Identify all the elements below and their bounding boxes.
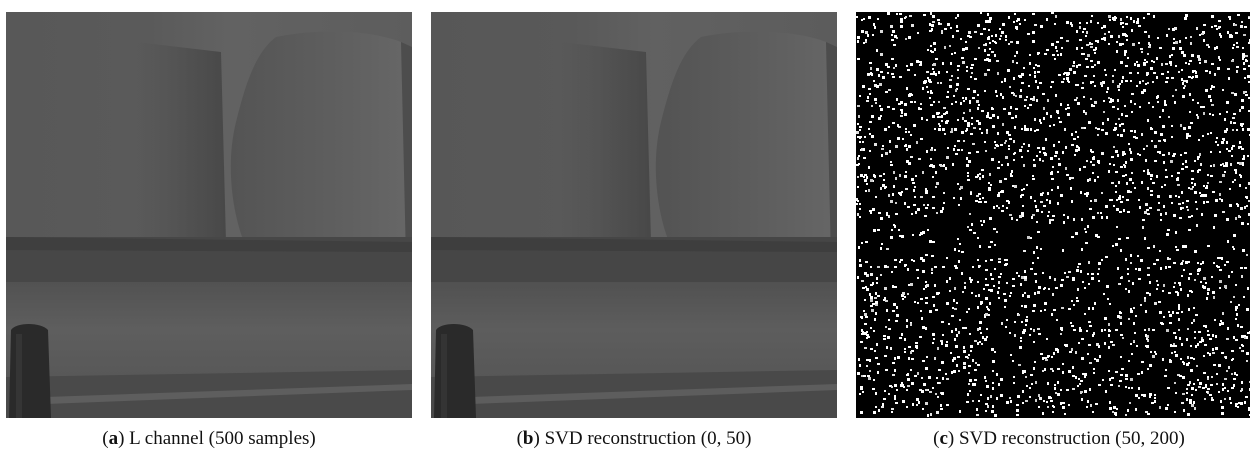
- floor-highlight: [471, 384, 837, 404]
- caption-a: (a) L channel (500 samples): [102, 428, 316, 449]
- floor-highlight: [46, 384, 412, 404]
- noise-dots: [856, 12, 1250, 417]
- sofa-crease: [6, 237, 412, 252]
- caption-a-letter: a: [108, 428, 119, 449]
- caption-b-letter: b: [522, 428, 534, 449]
- caption-a-text: L channel (500 samples): [129, 428, 316, 449]
- caption-b-text: SVD reconstruction (0, 50): [544, 428, 752, 449]
- cushion-shadow: [136, 42, 226, 242]
- svd-reconstruction-50-200-noise: [856, 12, 1250, 418]
- vase: [9, 324, 51, 418]
- cushion: [230, 31, 411, 263]
- caption-c-letter: c: [939, 428, 948, 449]
- sofa-crease: [431, 237, 837, 252]
- cushion-edge: [826, 42, 837, 260]
- caption-c: (c) SVD reconstruction (50, 200): [933, 428, 1185, 449]
- vase-highlight: [441, 334, 447, 418]
- svd-reconstruction-0-50-render: [431, 12, 837, 418]
- cushion-edge: [401, 42, 412, 260]
- cushion: [655, 31, 836, 263]
- cushion-shadow: [561, 42, 651, 242]
- caption-c-text: SVD reconstruction (50, 200): [958, 428, 1185, 449]
- sofa-seat: [431, 282, 837, 377]
- caption-b: (b) SVD reconstruction (0, 50): [516, 428, 752, 449]
- vase-highlight: [16, 334, 22, 418]
- sofa-seat: [6, 282, 412, 377]
- l-channel-render: [6, 12, 412, 418]
- figure-panel-a-image: [6, 12, 412, 418]
- figure-panel-b-image: [431, 12, 837, 418]
- figure-panel-c-image: [856, 12, 1250, 418]
- vase: [434, 324, 476, 418]
